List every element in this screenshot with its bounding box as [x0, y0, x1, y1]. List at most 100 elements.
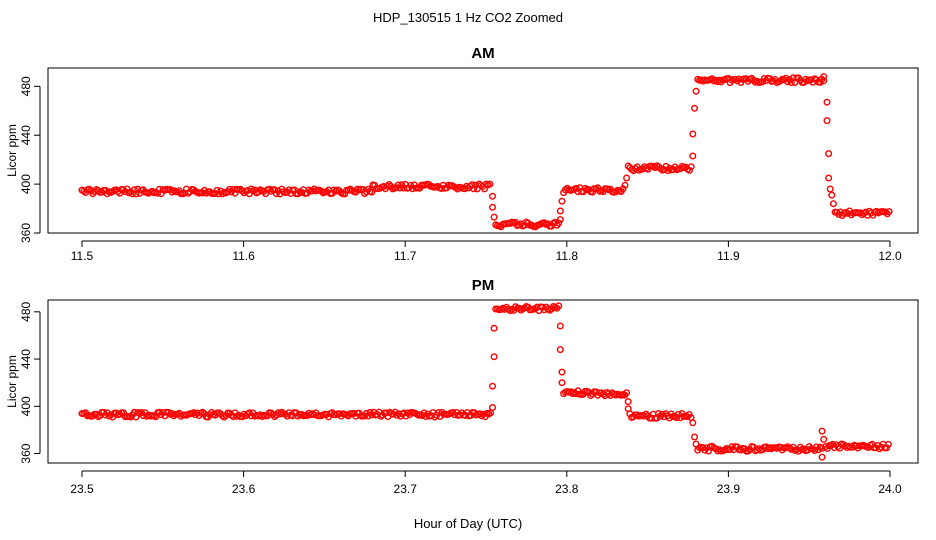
data-point	[271, 186, 279, 194]
data-point	[490, 353, 498, 361]
data-point	[490, 213, 498, 221]
data-point	[556, 346, 564, 354]
figure-suptitle: HDP_130515 1 Hz CO2 Zoomed	[373, 10, 563, 25]
data-point	[468, 181, 476, 189]
data-point	[470, 185, 478, 193]
data-point	[364, 412, 372, 420]
data-point	[116, 410, 124, 418]
data-point	[820, 77, 828, 85]
data-point	[828, 191, 836, 199]
data-point	[489, 203, 497, 211]
data-point	[818, 427, 826, 435]
x-tick-label: 11.5	[71, 249, 94, 263]
data-point	[558, 197, 566, 205]
data-point	[685, 166, 693, 174]
data-point	[811, 447, 819, 455]
data-point	[691, 433, 699, 441]
data-point	[556, 322, 564, 330]
y-tick-label: 440	[19, 125, 33, 145]
data-point	[885, 208, 893, 216]
data-point	[826, 185, 834, 193]
y-tick-label: 440	[19, 349, 33, 369]
x-tick-label: 23.5	[70, 482, 94, 496]
panel-title: PM	[472, 277, 495, 294]
data-point	[271, 413, 279, 421]
data-point	[368, 188, 376, 196]
data-point	[623, 389, 631, 397]
data-point	[619, 185, 627, 193]
data-point	[782, 74, 790, 82]
data-point	[489, 404, 497, 412]
data-point	[383, 182, 391, 190]
x-tick-label: 23.8	[555, 482, 579, 496]
x-tick-label: 23.9	[717, 482, 741, 496]
data-point	[119, 186, 127, 194]
data-point	[691, 104, 699, 112]
data-point	[823, 98, 831, 106]
data-point	[407, 181, 415, 189]
data-point	[624, 405, 632, 413]
x-tick-label: 24.0	[878, 482, 902, 496]
data-point	[883, 444, 891, 452]
data-point	[119, 409, 127, 417]
y-tick-label: 480	[19, 76, 33, 96]
data-point	[825, 150, 833, 158]
data-point	[621, 181, 629, 189]
data-point	[692, 440, 700, 448]
data-point	[800, 445, 808, 453]
panel-title: AM	[471, 45, 494, 62]
data-series	[78, 302, 892, 461]
data-point	[820, 435, 828, 443]
data-point	[818, 453, 826, 461]
y-axis-label: Licor ppm	[5, 124, 19, 177]
data-point	[341, 190, 349, 198]
data-point	[820, 73, 828, 81]
data-point	[732, 75, 740, 83]
data-point	[692, 87, 700, 95]
plot-frame	[47, 299, 919, 464]
x-tick-label: 11.7	[394, 249, 417, 263]
x-tick-label: 11.6	[232, 249, 255, 263]
data-point	[823, 117, 831, 125]
y-tick-label: 400	[19, 396, 33, 416]
x-tick-label: 11.9	[717, 249, 740, 263]
y-tick-label: 400	[19, 174, 33, 194]
data-point	[829, 200, 837, 208]
data-point	[673, 414, 681, 422]
figure-xlabel: Hour of Day (UTC)	[414, 516, 522, 531]
data-point	[558, 379, 566, 387]
panel-am: AM Licor ppm 11.5 11.6 11.7 11.8 11.9 12.0 360 40…	[5, 45, 919, 263]
y-axis-label: Licor ppm	[5, 355, 19, 408]
data-series	[78, 73, 893, 231]
data-point	[689, 419, 697, 427]
data-point	[385, 180, 393, 188]
data-point	[689, 130, 697, 138]
data-point	[587, 392, 595, 400]
data-point	[555, 302, 563, 310]
data-point	[884, 440, 892, 448]
data-point	[247, 185, 255, 193]
data-point	[556, 216, 564, 224]
data-point	[556, 207, 564, 215]
y-tick-label: 480	[19, 301, 33, 321]
data-point	[624, 162, 632, 170]
data-point	[748, 74, 756, 82]
data-point	[642, 410, 650, 418]
data-point	[558, 368, 566, 376]
data-point	[555, 219, 563, 227]
x-tick-label: 23.6	[232, 482, 256, 496]
panel-pm: PM Licor ppm 23.5 23.6 23.7 23.8 23.9 24.0 360 40…	[5, 277, 919, 496]
data-point	[689, 152, 697, 160]
data-point	[623, 174, 631, 182]
plot-frame	[47, 67, 919, 234]
data-point	[213, 186, 221, 194]
data-point	[540, 219, 548, 227]
x-tick-label: 11.8	[556, 249, 579, 263]
data-point	[489, 382, 497, 390]
data-point	[882, 208, 890, 216]
data-point	[825, 174, 833, 182]
data-point	[420, 409, 428, 417]
data-point	[574, 387, 582, 395]
x-tick-label: 12.0	[878, 249, 902, 263]
